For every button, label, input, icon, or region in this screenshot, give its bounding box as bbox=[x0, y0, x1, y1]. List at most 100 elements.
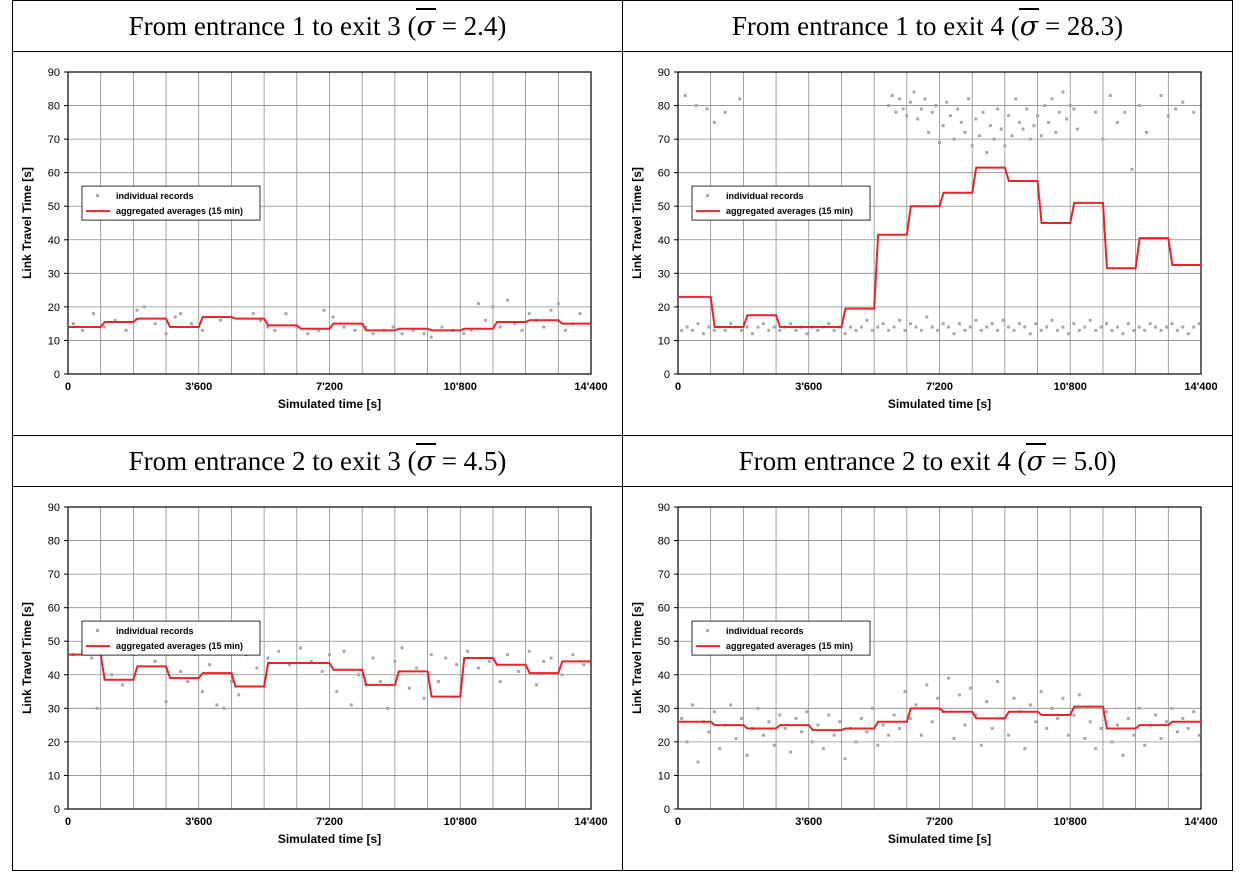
plot-frame bbox=[677, 506, 1202, 810]
data-point bbox=[1192, 110, 1196, 114]
data-point bbox=[1099, 726, 1103, 730]
data-point bbox=[691, 703, 695, 707]
data-point bbox=[429, 335, 433, 339]
data-point bbox=[1021, 127, 1025, 131]
legend: individual records aggregated averages (1… bbox=[691, 185, 871, 221]
data-point bbox=[1039, 690, 1043, 694]
data-point bbox=[794, 716, 798, 720]
data-point bbox=[391, 325, 395, 329]
legend-point-marker bbox=[96, 629, 99, 633]
data-point bbox=[1039, 134, 1043, 138]
average-line bbox=[678, 166, 1201, 329]
sigma-symbol: σ bbox=[1026, 445, 1045, 477]
data-point bbox=[870, 328, 874, 332]
data-point bbox=[357, 673, 361, 677]
y-axis-label: Link Travel Time [s] bbox=[630, 167, 644, 279]
data-point bbox=[1034, 720, 1038, 724]
data-point bbox=[215, 703, 219, 707]
data-point bbox=[1077, 328, 1081, 332]
data-point bbox=[881, 723, 885, 727]
data-point bbox=[854, 740, 858, 744]
data-point bbox=[1056, 716, 1060, 720]
data-point bbox=[1126, 716, 1130, 720]
data-point bbox=[371, 332, 375, 336]
data-point bbox=[124, 328, 128, 332]
data-point bbox=[1050, 318, 1054, 322]
data-point bbox=[1003, 144, 1007, 148]
legend-label-averages: aggregated averages (15 min) bbox=[116, 641, 243, 651]
data-point bbox=[179, 312, 183, 316]
data-point bbox=[941, 322, 945, 326]
data-point bbox=[440, 325, 444, 329]
data-point bbox=[968, 686, 972, 690]
y-tick-label: 90 bbox=[658, 502, 670, 514]
data-point bbox=[1094, 110, 1098, 114]
data-point bbox=[1039, 328, 1043, 332]
data-point bbox=[582, 663, 586, 667]
data-point bbox=[892, 325, 896, 329]
data-point bbox=[990, 322, 994, 326]
y-tick-label: 80 bbox=[48, 101, 60, 113]
title-prefix: From entrance 2 to exit 4 ( bbox=[738, 445, 1027, 476]
data-point bbox=[843, 332, 847, 336]
data-point bbox=[930, 720, 934, 724]
data-point bbox=[1132, 328, 1136, 332]
data-point bbox=[342, 649, 346, 653]
data-point bbox=[208, 663, 212, 667]
data-point bbox=[1094, 328, 1098, 332]
data-point bbox=[947, 676, 951, 680]
chart-4: 0 10 20 30 40 50 60 70 80 90 0 3'600 7'200 10'800 14'4… bbox=[630, 502, 1218, 846]
data-point bbox=[335, 690, 339, 694]
data-point bbox=[974, 713, 978, 717]
data-point bbox=[436, 679, 440, 683]
data-point bbox=[527, 312, 531, 316]
data-point bbox=[947, 325, 951, 329]
y-axis-label: Link Travel Time [s] bbox=[20, 167, 34, 279]
data-point bbox=[865, 318, 869, 322]
data-point bbox=[810, 740, 814, 744]
data-point bbox=[90, 656, 94, 660]
data-point bbox=[81, 328, 85, 332]
data-point bbox=[945, 100, 949, 104]
data-point bbox=[756, 325, 760, 329]
data-point bbox=[1050, 97, 1054, 101]
data-point bbox=[1072, 322, 1076, 326]
data-point bbox=[941, 124, 945, 128]
y-tick-label: 20 bbox=[48, 302, 60, 314]
data-point bbox=[805, 710, 809, 714]
data-point bbox=[1175, 730, 1179, 734]
data-point bbox=[979, 743, 983, 747]
y-tick-label: 20 bbox=[658, 302, 670, 314]
data-point bbox=[914, 325, 918, 329]
legend-label-averages: aggregated averages (15 min) bbox=[116, 206, 243, 216]
data-point bbox=[258, 318, 262, 322]
y-tick-label: 80 bbox=[658, 536, 670, 548]
x-tick-label: 10'800 bbox=[444, 816, 477, 828]
data-point bbox=[1066, 733, 1070, 737]
data-point bbox=[237, 693, 241, 697]
data-point bbox=[761, 322, 765, 326]
data-point bbox=[1105, 710, 1109, 714]
data-point bbox=[985, 700, 989, 704]
legend-point-marker bbox=[706, 629, 709, 633]
data-point bbox=[905, 114, 909, 118]
data-point bbox=[513, 322, 517, 326]
data-point bbox=[923, 97, 927, 101]
data-point bbox=[1007, 325, 1011, 329]
data-point bbox=[1061, 696, 1065, 700]
data-point bbox=[712, 328, 716, 332]
title-suffix: = 28.3) bbox=[1038, 10, 1124, 41]
title-prefix: From entrance 2 to exit 3 ( bbox=[128, 445, 417, 476]
y-tick-label: 0 bbox=[664, 369, 670, 381]
panel-title-2: From entrance 1 to exit 4 (σ = 28.3) bbox=[622, 0, 1233, 52]
sigma-symbol: σ bbox=[1019, 10, 1039, 42]
plot-frame bbox=[67, 71, 592, 375]
data-point bbox=[1181, 325, 1185, 329]
data-point bbox=[974, 117, 978, 121]
data-point bbox=[549, 656, 553, 660]
data-point bbox=[740, 716, 744, 720]
data-point bbox=[491, 305, 495, 309]
data-point bbox=[908, 322, 912, 326]
data-point bbox=[1143, 328, 1147, 332]
data-point bbox=[1115, 723, 1119, 727]
